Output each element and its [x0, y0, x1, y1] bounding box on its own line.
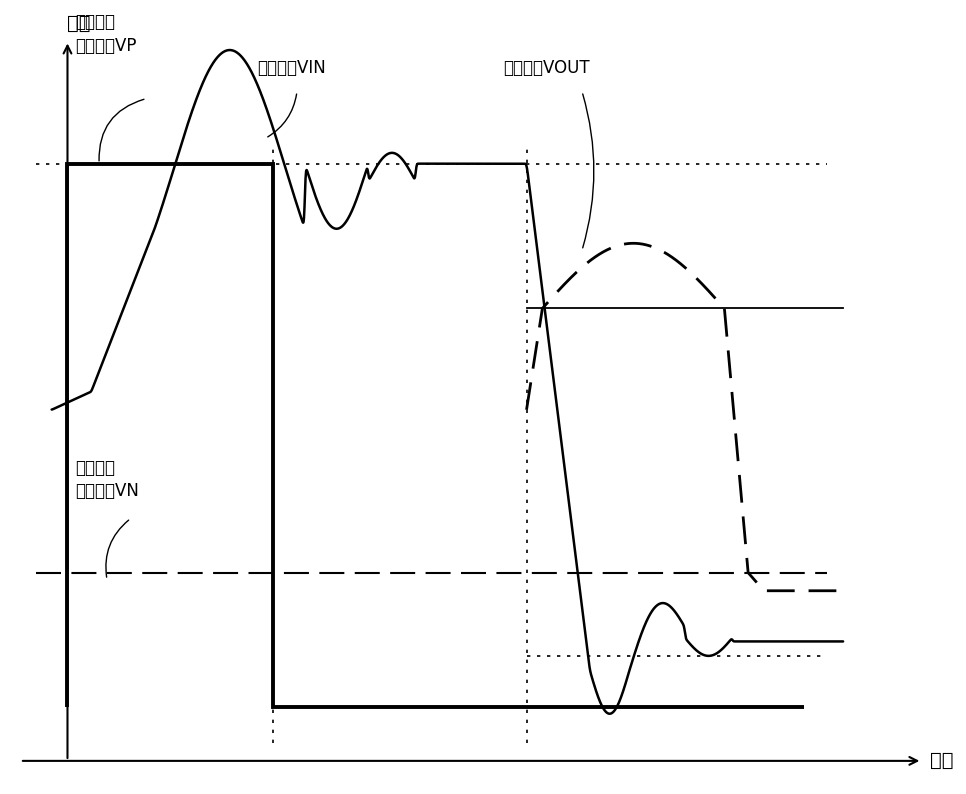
Text: 时间: 时间 [930, 751, 953, 770]
Text: 第二闸极
控制电压VN: 第二闸极 控制电压VN [75, 459, 139, 500]
Text: 电压: 电压 [68, 14, 91, 33]
Text: 第一闸极
控制电压VP: 第一闸极 控制电压VP [75, 13, 137, 55]
Text: 输出电压VOUT: 输出电压VOUT [502, 59, 589, 77]
Text: 输入电压VIN: 输入电压VIN [257, 59, 327, 77]
